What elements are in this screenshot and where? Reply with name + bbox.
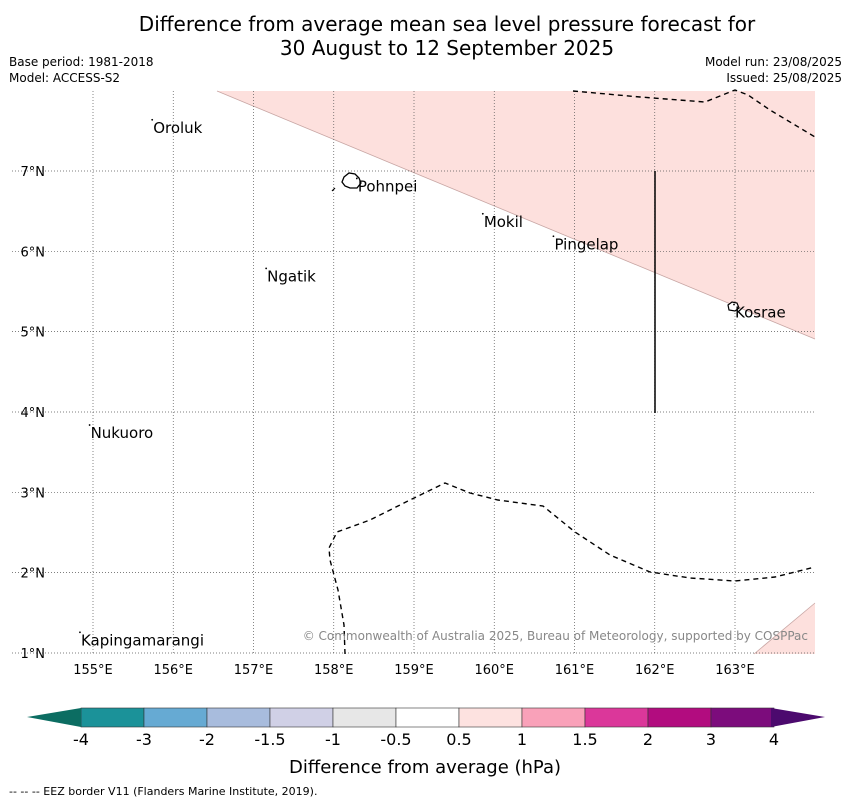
kosrae-island [727, 301, 740, 312]
colorbar-segment [80, 707, 145, 728]
colorbar-segment [647, 707, 712, 728]
colorbar-segments [80, 707, 775, 728]
model-name: Model: ACCESS-S2 [9, 71, 121, 85]
colorbar-tick-label: -2 [199, 730, 215, 749]
place-label-kapingamarangi: Kapingamarangi [81, 631, 204, 649]
place-marker [79, 631, 81, 634]
run-info: Model run: 23/08/2025 Issued: 25/08/2025 [705, 54, 842, 86]
lat-tick-label: 4°N [21, 406, 46, 421]
issued-date: Issued: 25/08/2025 [726, 71, 842, 85]
eez-border-south [328, 482, 816, 655]
place-label-kosrae: Kosrae [735, 304, 786, 322]
place-labels: Oroluk Pohnpei Mokil Pingelap Ngatik Kosrae Nu… [79, 118, 786, 649]
lat-tick-label: 2°N [21, 567, 46, 582]
lon-tick-label: 156°E [153, 663, 193, 678]
colorbar-segment [395, 707, 460, 728]
place-label-oroluk: Oroluk [153, 119, 202, 137]
place-label-mokil: Mokil [484, 213, 523, 231]
eez-footer-note: -- -- -- EEZ border V11 (Flanders Marine… [9, 785, 318, 798]
longitude-ticks: 155°E 156°E 157°E 158°E 159°E 160°E 161°E 162°E… [73, 663, 755, 678]
map-title: Difference from average mean sea level p… [0, 12, 850, 60]
place-label-nukuoro: Nukuoro [91, 424, 154, 442]
lon-tick-label: 158°E [314, 663, 354, 678]
place-label-pingelap: Pingelap [554, 235, 618, 253]
lat-tick-label: 1°N [21, 647, 46, 662]
model-run: Model run: 23/08/2025 [704, 55, 842, 69]
colorbar-under-arrow [27, 708, 81, 727]
title-line-1: Difference from average mean sea level p… [138, 12, 756, 36]
place-marker [481, 212, 484, 215]
colorbar-segment [206, 707, 271, 728]
colorbar-tick-label: 0.5 [446, 730, 471, 749]
colorbar-over-arrow [771, 708, 825, 727]
colorbar-segment [269, 707, 334, 728]
base-period: Base period: 1981-2018 [9, 55, 154, 69]
colorbar-tick-label: 1 [517, 730, 527, 749]
place-marker [552, 235, 555, 238]
colorbar-segment [458, 707, 523, 728]
place-marker [151, 118, 154, 121]
lon-tick-label: 161°E [555, 663, 595, 678]
copyright-text: © Commonwealth of Australia 2025, Bureau… [303, 629, 808, 643]
colorbar-segment [584, 707, 649, 728]
colorbar-segment [332, 707, 397, 728]
colorbar-tick-label: 2 [643, 730, 653, 749]
lat-tick-label: 5°N [21, 326, 46, 341]
map-panel: Oroluk Pohnpei Mokil Pingelap Ngatik Kosrae Nu… [12, 89, 816, 655]
lon-tick-label: 157°E [234, 663, 274, 678]
place-label-ngatik: Ngatik [267, 267, 316, 285]
colorbar-tick-labels: -4 -3 -2 -1.5 -1 -0.5 0.5 1 1.5 2 3 4 [73, 730, 779, 749]
lon-tick-label: 160°E [474, 663, 514, 678]
place-marker [88, 424, 91, 426]
latitude-ticks: 7°N 6°N 5°N 4°N 3°N 2°N 1°N [21, 165, 46, 662]
colorbar-tick-label: 1.5 [572, 730, 597, 749]
lon-tick-label: 162°E [635, 663, 675, 678]
anomaly-boundary [216, 90, 816, 340]
lon-tick-label: 163°E [715, 663, 755, 678]
colorbar-segment [710, 707, 775, 728]
colorbar-tick-label: 4 [769, 730, 779, 749]
colorbar-tick-label: -3 [136, 730, 152, 749]
colorbar-label: Difference from average (hPa) [289, 757, 561, 778]
lon-tick-label: 155°E [73, 663, 113, 678]
colorbar-segment [143, 707, 208, 728]
lat-tick-label: 7°N [21, 165, 46, 180]
place-marker [733, 303, 735, 306]
colorbar-tick-label: -1.5 [254, 730, 285, 749]
lon-tick-label: 159°E [394, 663, 434, 678]
base-info: Base period: 1981-2018 Model: ACCESS-S2 [9, 54, 154, 86]
place-label-pohnpei: Pohnpei [358, 177, 418, 195]
title-line-2: 30 August to 12 September 2025 [279, 36, 615, 60]
anomaly-boundary-se [753, 602, 816, 655]
eez-border-fragment [331, 187, 336, 192]
place-marker [265, 267, 268, 270]
colorbar-tick-label: -4 [73, 730, 89, 749]
place-marker [355, 177, 358, 180]
pohnpei-island [341, 172, 362, 189]
colorbar: -4 -3 -2 -1.5 -1 -0.5 0.5 1 1.5 2 3 4 Difference fr… [27, 707, 825, 778]
lat-tick-label: 3°N [21, 486, 46, 501]
colorbar-tick-label: -0.5 [380, 730, 411, 749]
colorbar-tick-label: 3 [706, 730, 716, 749]
colorbar-tick-label: -1 [325, 730, 341, 749]
lat-tick-label: 6°N [21, 245, 46, 260]
colorbar-segment [521, 707, 586, 728]
eez-border-north [572, 89, 816, 138]
